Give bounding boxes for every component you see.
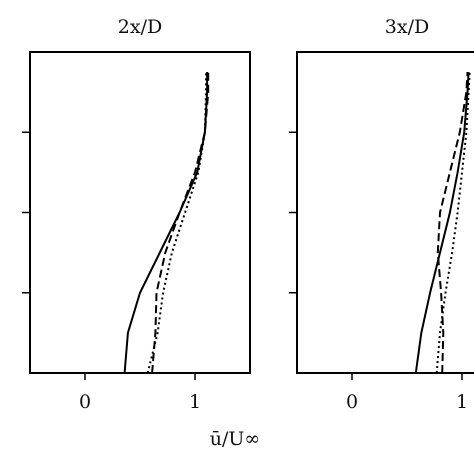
panel-title: 3x/D [385,16,429,38]
profile-line [414,72,470,374]
x-tick-label: 0 [346,391,358,413]
x-axis-label: ū/U∞ [210,428,260,450]
profile-line [123,72,209,374]
plot-frame [29,51,251,374]
profile-line [436,72,469,374]
profile-line [151,72,210,374]
plot-frame [296,51,474,374]
x-tick-label: 1 [456,391,468,413]
x-tick-label: 1 [189,391,201,413]
profile-line [146,72,207,374]
panel-title: 2x/D [118,16,162,38]
x-tick-label: 0 [79,391,91,413]
profile-line [435,72,471,374]
